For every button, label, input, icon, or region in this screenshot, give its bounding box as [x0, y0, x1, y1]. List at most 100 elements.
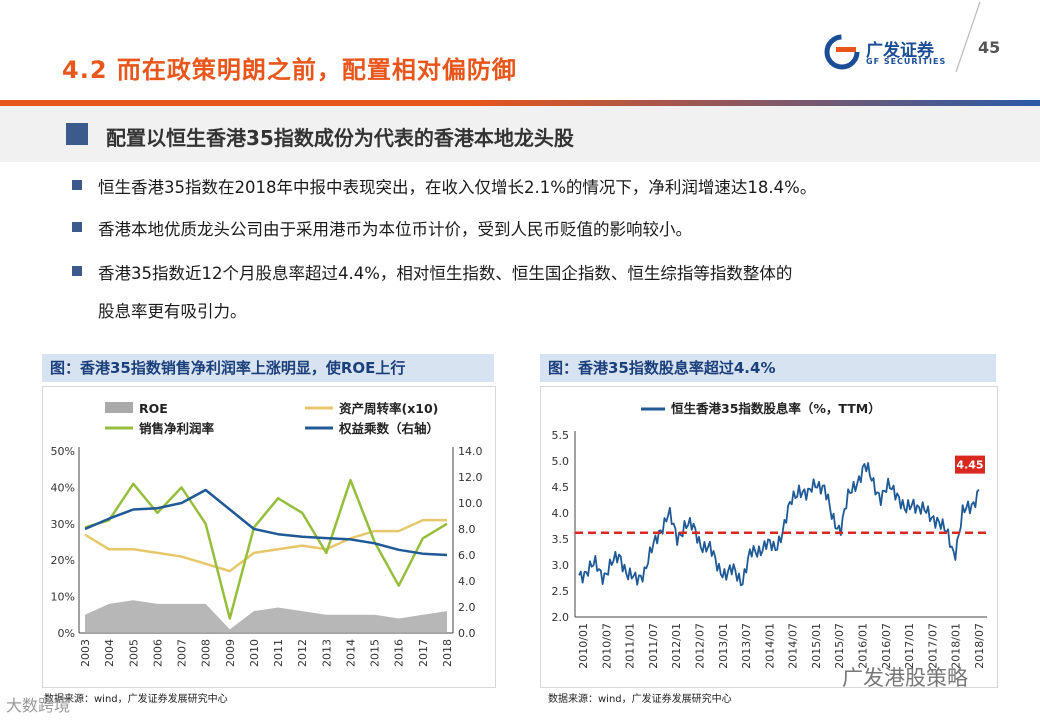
x-tick: 2003 — [79, 639, 92, 667]
x-tick: 2012/01 — [670, 623, 683, 669]
y-right-tick: 10.0 — [458, 497, 483, 510]
y-right-tick: 12.0 — [458, 471, 483, 484]
dividend-yield-line — [578, 462, 980, 587]
gf-securities-logo: 广发证券 GF SECURITIES — [822, 32, 962, 72]
section-marker-icon — [66, 123, 88, 145]
y-tick: 5.5 — [552, 429, 570, 442]
logo-text-cn: 广发证券 — [866, 41, 934, 61]
x-tick: 2007 — [176, 639, 189, 667]
x-tick: 2015/01 — [810, 623, 823, 669]
page-title: 4.2 而在政策明朗之前，配置相对偏防御 — [62, 56, 517, 84]
last-value-badge — [955, 455, 985, 474]
left-chart-title: 图：香港35指数销售净利润率上涨明显，使ROE上行 — [42, 354, 494, 382]
x-tick: 2015 — [369, 639, 382, 667]
x-tick: 2016/01 — [857, 623, 870, 669]
series-line-1 — [84, 518, 447, 573]
x-tick: 2006 — [151, 639, 164, 667]
x-tick: 2017 — [417, 639, 430, 667]
bullet-text: 香港35指数近12个月股息率超过4.4%，相对恒生指数、恒生国企指数、恒生综指等… — [98, 264, 793, 283]
watermark-left: 大数跨境 — [6, 696, 71, 715]
right-chart-panel: 恒生香港35指数股息率（%，TTM） 2.0 2.5 3.0 3.5 4.0 4.5 5.0 5… — [540, 386, 998, 688]
x-tick: 2013/01 — [717, 623, 730, 669]
y-tick: 2.0 — [552, 611, 570, 624]
bullet-continuation: 股息率更有吸引力。 — [98, 298, 247, 322]
header-divider — [955, 1, 981, 73]
y-left-tick: 30% — [51, 518, 75, 531]
bullet-item: 香港35指数近12个月股息率超过4.4%，相对恒生指数、恒生国企指数、恒生综指等… — [72, 260, 793, 284]
bullet-item: 恒生香港35指数在2018年中报中表现突出，在收入仅增长2.1%的情况下，净利润… — [72, 174, 817, 198]
y-tick: 3.0 — [552, 559, 570, 572]
header-bar — [0, 100, 1040, 106]
y-tick: 4.0 — [552, 507, 570, 520]
x-tick: 2016 — [393, 639, 406, 667]
bullet-item: 香港本地优质龙头公司由于采用港币为本位币计价，受到人民币贬值的影响较小。 — [72, 216, 692, 240]
logo-mark-icon — [824, 34, 860, 70]
x-tick: 2017/01 — [903, 623, 916, 669]
bullet-text: 香港本地优质龙头公司由于采用港币为本位币计价，受到人民币贬值的影响较小。 — [98, 220, 692, 239]
y-tick: 2.5 — [552, 585, 570, 598]
x-tick: 2012 — [296, 639, 309, 667]
x-tick: 2004 — [103, 639, 116, 667]
series-line-3 — [84, 488, 448, 557]
y-right-tick: 2.0 — [458, 601, 476, 614]
left-source: 数据来源：wind，广发证券发展研究中心 — [44, 694, 228, 705]
bullet-square-icon — [72, 222, 82, 232]
left-chart-panel: ROE 资产周转率(x10) 销售净利润率 权益乘数（右轴） 0% 10% 20% 30% 40… — [42, 386, 496, 688]
roe-area — [85, 600, 447, 633]
x-tick: 2013/07 — [740, 623, 753, 669]
series-line-2 — [84, 478, 448, 620]
bullet-square-icon — [72, 266, 82, 276]
x-tick: 2011 — [272, 639, 285, 667]
legend-label: ROE — [139, 401, 168, 416]
logo-text-en: GF SECURITIES — [866, 57, 947, 66]
x-tick: 2018/07 — [973, 623, 986, 669]
y-right-tick: 8.0 — [458, 523, 476, 536]
y-right-tick: 0.0 — [458, 627, 476, 640]
legend-label: 恒生香港35指数股息率（%，TTM） — [671, 401, 881, 416]
bullet-text: 恒生香港35指数在2018年中报中表现突出，在收入仅增长2.1%的情况下，净利润… — [98, 178, 817, 197]
y-left-tick: 40% — [51, 481, 75, 494]
y-left-tick: 10% — [51, 591, 75, 604]
legend-label: 销售净利润率 — [139, 421, 215, 436]
x-tick: 2017/07 — [926, 623, 939, 669]
right-chart: 恒生香港35指数股息率（%，TTM） 2.0 2.5 3.0 3.5 4.0 4.5 5.0 5… — [552, 401, 987, 669]
x-tick: 2014/01 — [763, 623, 776, 669]
x-tick: 2018/01 — [950, 623, 963, 669]
last-value-label: 4.45 — [956, 459, 983, 472]
x-tick: 2016/07 — [880, 623, 893, 669]
watermark-right: 广发港股策略 — [842, 666, 968, 690]
x-tick: 2010/07 — [600, 623, 613, 669]
section-heading: 配置以恒生香港35指数成份为代表的香港本地龙头股 — [106, 126, 574, 150]
x-tick: 2009 — [224, 639, 237, 667]
right-source: 数据来源：wind，广发证券发展研究中心 — [548, 694, 732, 705]
y-right-tick: 6.0 — [458, 549, 476, 562]
x-tick: 2008 — [200, 639, 213, 667]
y-right-tick: 14.0 — [458, 445, 483, 458]
section-band — [0, 106, 1040, 162]
x-tick: 2012/07 — [693, 623, 706, 669]
left-chart: ROE 资产周转率(x10) 销售净利润率 权益乘数（右轴） 0% 10% 20% 30% 40… — [51, 401, 483, 667]
x-tick: 2010/01 — [577, 623, 590, 669]
x-tick: 2005 — [127, 639, 140, 667]
y-tick: 5.0 — [552, 455, 570, 468]
x-tick: 2011/07 — [647, 623, 660, 669]
page-number: 45 — [978, 38, 1001, 57]
x-tick: 2014/07 — [787, 623, 800, 669]
bullet-square-icon — [72, 180, 82, 190]
x-tick: 2018 — [441, 639, 454, 667]
y-left-tick: 0% — [58, 627, 75, 640]
y-left-tick: 20% — [51, 554, 75, 567]
y-tick: 4.5 — [552, 481, 570, 494]
y-right-tick: 4.0 — [458, 575, 476, 588]
x-tick: 2014 — [344, 639, 357, 667]
x-tick: 2010 — [248, 639, 261, 667]
x-tick: 2011/01 — [624, 623, 637, 669]
x-tick: 2015/07 — [833, 623, 846, 669]
legend-label: 资产周转率(x10) — [339, 401, 438, 416]
y-left-tick: 50% — [51, 445, 75, 458]
legend-label: 权益乘数（右轴） — [338, 421, 439, 436]
x-tick: 2013 — [320, 639, 333, 667]
y-tick: 3.5 — [552, 533, 570, 546]
bullet-text: 股息率更有吸引力。 — [98, 302, 247, 321]
right-chart-title: 图：香港35指数股息率超过4.4% — [540, 354, 996, 382]
